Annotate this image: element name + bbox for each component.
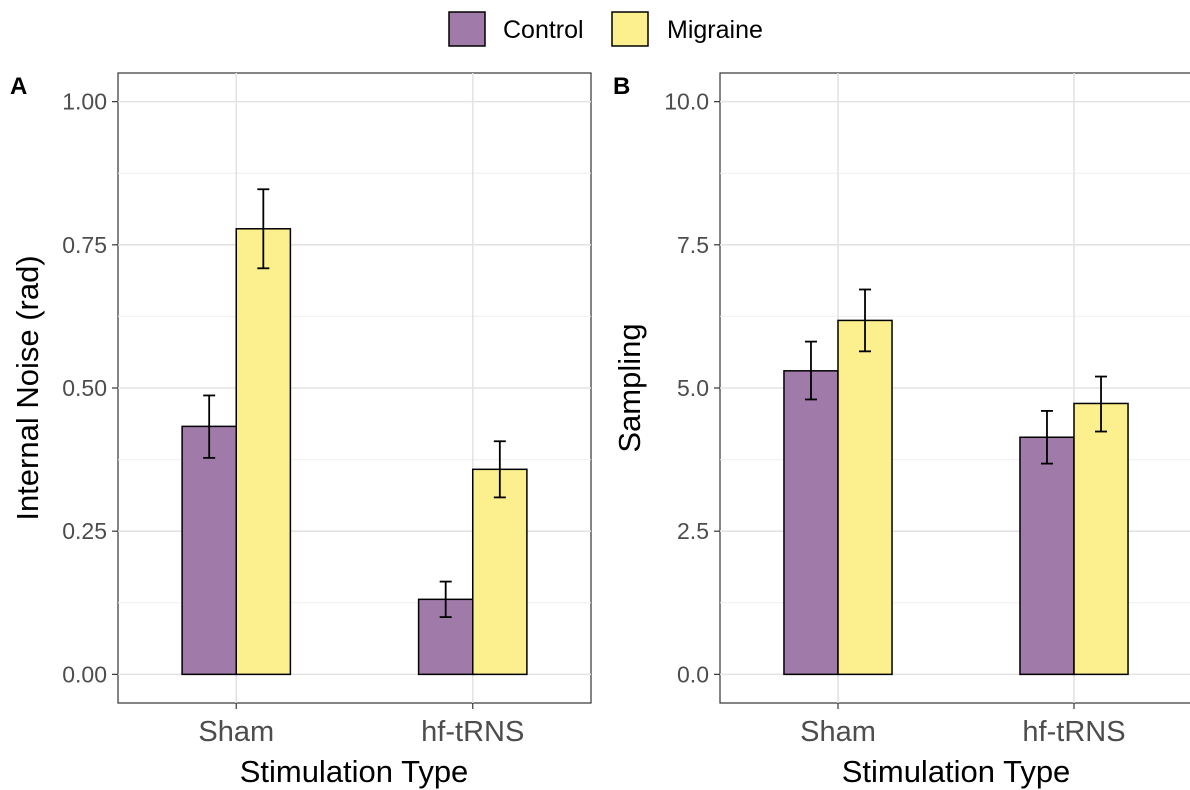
panel-b: B 0.0 2.5 5.0 7.5 10.0 Sham hf-tRNS Stimulati… [612,72,1190,789]
panel-a-y-axis-label: Internal Noise (rad) [10,255,45,520]
panel-b-x-tick-label: Sham [800,716,876,748]
legend: Control Migraine [448,11,763,47]
panel-b-x-axis-label: Stimulation Type [842,754,1071,789]
panel-b-bar-control [1019,436,1075,676]
panel-b-label: B [613,73,630,100]
panel-a: A 0.00 0.25 0.50 0.75 1.00 Sham hf-tRNS Stimu… [10,72,592,789]
panel-b-bar-migraine [1073,402,1129,676]
panel-a-bar-migraine [472,468,528,676]
panel-a-y-tick-label: 0.25 [62,518,107,544]
panel-b-x-ticks: Sham hf-tRNS [800,703,1126,748]
panel-a-bar-control [181,425,237,676]
panel-a-y-ticks: 0.00 0.25 0.50 0.75 1.00 [62,89,118,687]
panel-b-y-tick-label: 7.5 [677,232,709,258]
panel-b-y-tick-label: 0.0 [677,661,709,687]
legend-swatch-control [448,11,486,47]
legend-label-control: Control [503,16,584,44]
panel-a-y-tick-label: 0.00 [62,661,107,687]
legend-swatch-migraine [611,11,649,47]
panel-b-y-ticks: 0.0 2.5 5.0 7.5 10.0 [664,89,720,687]
panel-a-x-tick-label: Sham [198,716,274,748]
panel-b-y-tick-label: 2.5 [677,518,709,544]
panel-a-label: A [10,73,27,100]
panel-a-y-tick-label: 0.50 [62,375,107,401]
panel-a-bars [181,228,528,676]
panel-b-errorbars [804,288,1108,465]
panel-a-bar-migraine [235,228,292,676]
panel-b-y-tick-label: 10.0 [664,89,709,115]
panel-a-x-axis-label: Stimulation Type [240,754,469,789]
panel-b-y-tick-label: 5.0 [677,375,709,401]
panel-a-errorbars [203,188,506,618]
panel-a-y-tick-label: 0.75 [62,232,107,258]
panel-a-x-ticks: Sham hf-tRNS [198,703,524,748]
panel-b-x-tick-label: hf-tRNS [1022,716,1125,748]
panel-b-bar-migraine [837,319,893,676]
panel-b-bar-control [783,370,839,676]
panel-a-x-tick-label: hf-tRNS [421,716,524,748]
panel-a-y-tick-label: 1.00 [62,89,107,115]
legend-label-migraine: Migraine [667,16,763,44]
panel-b-y-axis-label: Sampling [612,323,647,452]
